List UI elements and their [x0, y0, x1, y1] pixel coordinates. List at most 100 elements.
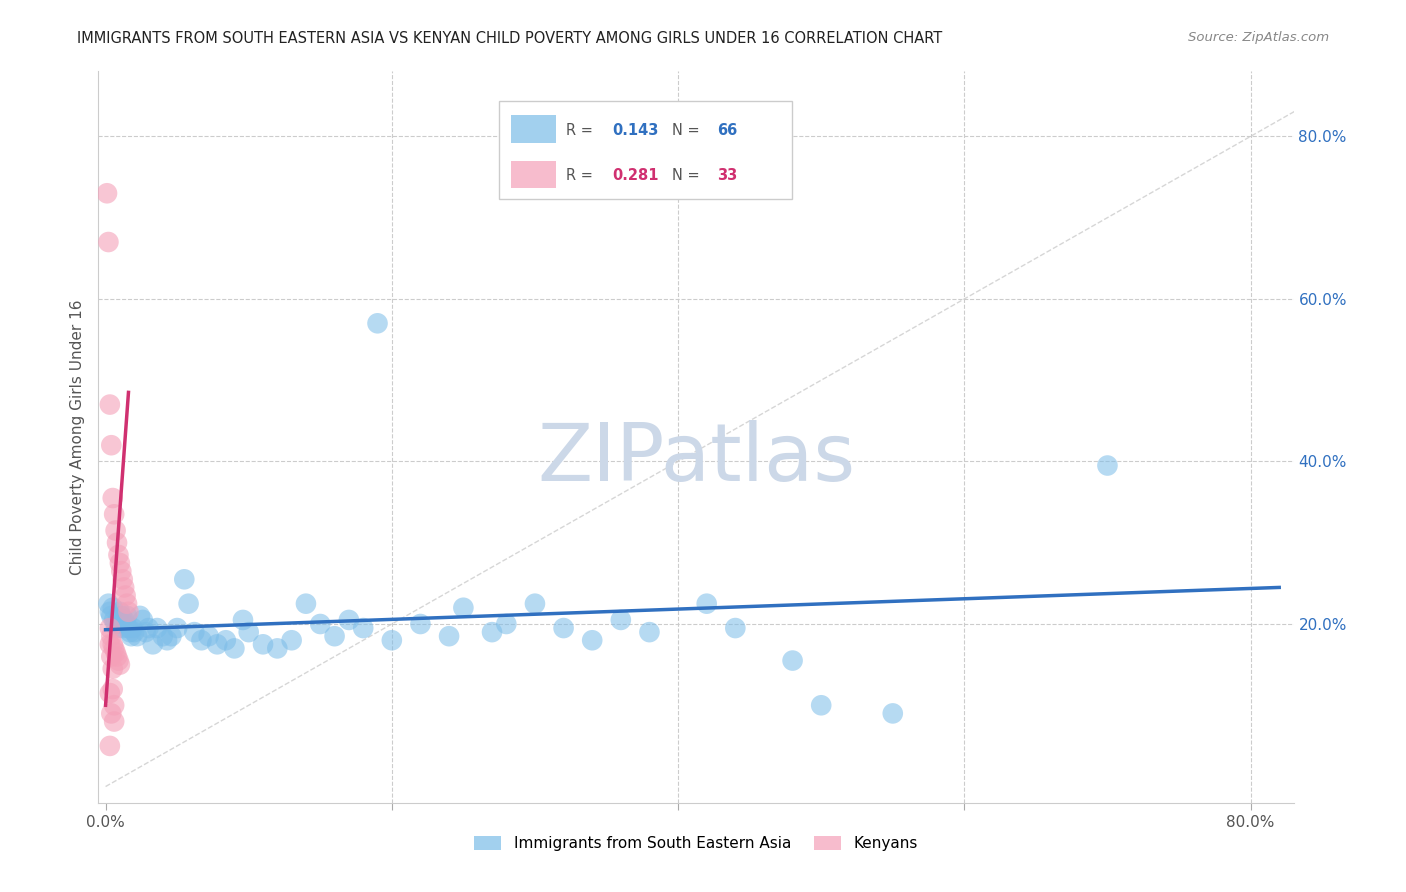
Point [100, 629, 122, 643]
Point [309, 617, 332, 632]
Point [103, 714, 125, 729]
Point [453, 600, 475, 615]
Point [323, 629, 346, 643]
Point [190, 633, 212, 648]
Point [112, 613, 135, 627]
Point [238, 625, 260, 640]
Point [352, 621, 374, 635]
Point [135, 625, 157, 640]
Point [138, 621, 160, 635]
Point [98, 605, 121, 619]
Point [205, 637, 228, 651]
Point [166, 621, 188, 635]
Text: 0.281: 0.281 [613, 169, 659, 184]
Text: R =: R = [565, 123, 598, 138]
Point [581, 633, 603, 648]
Point [122, 625, 145, 640]
Text: IMMIGRANTS FROM SOUTH EASTERN ASIA VS KENYAN CHILD POVERTY AMONG GIRLS UNDER 16 : IMMIGRANTS FROM SOUTH EASTERN ASIA VS KE… [77, 31, 942, 46]
Point [367, 316, 389, 330]
Point [1097, 458, 1119, 473]
Point [110, 608, 132, 623]
Point [173, 572, 195, 586]
Point [115, 608, 138, 623]
Point [610, 613, 633, 627]
Point [98, 686, 121, 700]
Point [252, 637, 274, 651]
Point [437, 629, 460, 643]
Point [111, 572, 134, 586]
Point [121, 621, 143, 635]
Point [117, 621, 139, 635]
Point [782, 654, 804, 668]
Point [105, 649, 128, 664]
Point [337, 613, 360, 627]
Point [495, 617, 517, 632]
Point [232, 613, 254, 627]
Point [101, 662, 124, 676]
Point [160, 629, 183, 643]
Point [105, 621, 128, 635]
Point [98, 621, 121, 635]
Point [100, 649, 122, 664]
Point [129, 608, 152, 623]
Point [103, 698, 125, 713]
Point [183, 625, 205, 640]
Point [381, 633, 404, 648]
Point [97, 235, 120, 249]
Point [117, 605, 139, 619]
Text: N =: N = [672, 169, 704, 184]
Point [108, 556, 131, 570]
Point [114, 589, 136, 603]
Point [100, 706, 122, 721]
Point [280, 633, 302, 648]
Point [98, 637, 121, 651]
Legend: Immigrants from South Eastern Asia, Kenyans: Immigrants from South Eastern Asia, Keny… [468, 830, 924, 857]
Point [142, 637, 165, 651]
Point [98, 739, 121, 753]
Point [100, 438, 122, 452]
Point [98, 398, 121, 412]
Point [108, 657, 131, 672]
Point [107, 613, 129, 627]
Point [104, 524, 127, 538]
Point [110, 564, 132, 578]
Point [224, 641, 246, 656]
Point [295, 597, 318, 611]
Point [266, 641, 288, 656]
Point [481, 625, 503, 640]
Point [125, 629, 148, 643]
Point [118, 625, 141, 640]
Point [724, 621, 747, 635]
Point [96, 186, 118, 201]
Text: ZIPatlas: ZIPatlas [537, 420, 855, 498]
Point [101, 637, 124, 651]
Point [409, 617, 432, 632]
Point [197, 629, 219, 643]
Point [103, 508, 125, 522]
Point [97, 597, 120, 611]
Point [696, 597, 718, 611]
Point [107, 548, 129, 562]
Point [882, 706, 904, 721]
Point [111, 621, 134, 635]
Point [810, 698, 832, 713]
Point [104, 617, 127, 632]
Point [114, 617, 136, 632]
Point [523, 597, 546, 611]
Point [104, 645, 127, 659]
Text: 0.143: 0.143 [613, 123, 658, 138]
Point [105, 535, 128, 549]
Point [177, 597, 200, 611]
Point [108, 605, 131, 619]
Point [146, 621, 169, 635]
Text: 66: 66 [717, 123, 738, 138]
FancyBboxPatch shape [499, 101, 792, 200]
Point [101, 681, 124, 696]
Point [152, 629, 174, 643]
Point [638, 625, 661, 640]
Point [103, 641, 125, 656]
Y-axis label: Child Poverty Among Girls Under 16: Child Poverty Among Girls Under 16 [69, 300, 84, 574]
Text: R =: R = [565, 169, 598, 184]
Point [553, 621, 575, 635]
Point [107, 654, 129, 668]
